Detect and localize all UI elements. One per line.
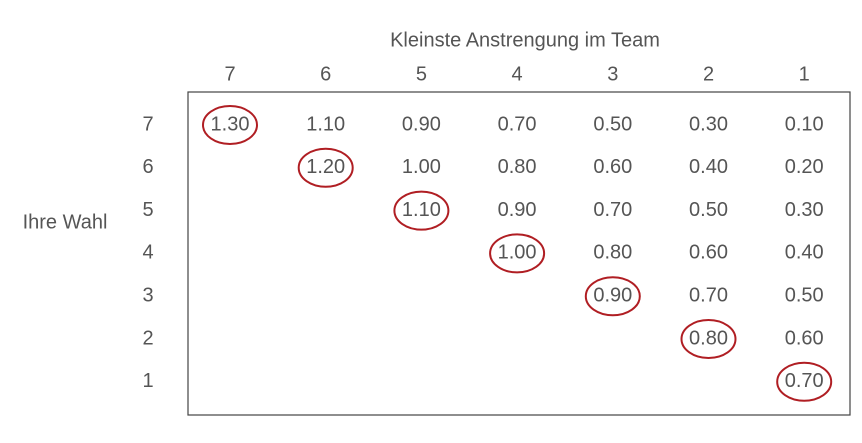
highlight-circle xyxy=(776,361,833,402)
cell-value: 0.30 xyxy=(689,113,728,135)
cell-value: 0.60 xyxy=(593,156,632,178)
highlight-circle xyxy=(393,190,450,231)
cell-value: 0.80 xyxy=(498,156,537,178)
cell-value: 1.00 xyxy=(402,156,441,178)
cell-value: 0.50 xyxy=(689,199,728,221)
row-label: 7 xyxy=(142,113,153,135)
cell-value: 0.50 xyxy=(593,113,632,135)
column-label: 3 xyxy=(607,63,618,85)
column-header-title: Kleinste Anstrengung im Team xyxy=(390,29,660,51)
cell-value: 0.70 xyxy=(785,370,824,392)
highlight-circle xyxy=(489,233,546,274)
highlight-circle xyxy=(680,319,737,359)
cell-value: 0.90 xyxy=(593,284,632,306)
row-label: 6 xyxy=(142,156,153,178)
row-label: 1 xyxy=(142,370,153,392)
table-frame xyxy=(187,91,851,416)
cell-value: 0.40 xyxy=(689,156,728,178)
cell-value: 1.30 xyxy=(211,113,250,135)
row-label: 3 xyxy=(142,284,153,306)
cell-value: 1.10 xyxy=(402,199,441,221)
cell-value: 0.90 xyxy=(402,113,441,135)
cell-value: 0.60 xyxy=(785,327,824,349)
cell-value: 0.70 xyxy=(689,284,728,306)
cell-value: 1.00 xyxy=(498,242,537,264)
highlight-circle xyxy=(202,105,258,145)
cell-value: 0.90 xyxy=(498,199,537,221)
cell-value: 0.30 xyxy=(785,199,824,221)
highlight-circle xyxy=(584,276,641,317)
cell-value: 0.20 xyxy=(785,156,824,178)
row-label: 5 xyxy=(142,199,153,221)
cell-value: 0.80 xyxy=(689,327,728,349)
row-header-title: Ihre Wahl xyxy=(23,211,108,233)
column-label: 4 xyxy=(512,63,523,85)
cell-value: 0.70 xyxy=(593,199,632,221)
cell-value: 1.10 xyxy=(306,113,345,135)
row-label: 2 xyxy=(142,327,153,349)
cell-value: 0.10 xyxy=(785,113,824,135)
cell-value: 0.70 xyxy=(498,113,537,135)
row-label: 4 xyxy=(142,242,153,264)
column-label: 1 xyxy=(799,63,810,85)
cell-value: 1.20 xyxy=(306,156,345,178)
cell-value: 0.80 xyxy=(593,242,632,264)
highlight-circle xyxy=(297,147,354,188)
cell-value: 0.50 xyxy=(785,284,824,306)
column-label: 5 xyxy=(416,63,427,85)
cell-value: 0.60 xyxy=(689,242,728,264)
column-label: 6 xyxy=(320,63,331,85)
cell-value: 0.40 xyxy=(785,242,824,264)
column-label: 7 xyxy=(224,63,235,85)
column-label: 2 xyxy=(703,63,714,85)
